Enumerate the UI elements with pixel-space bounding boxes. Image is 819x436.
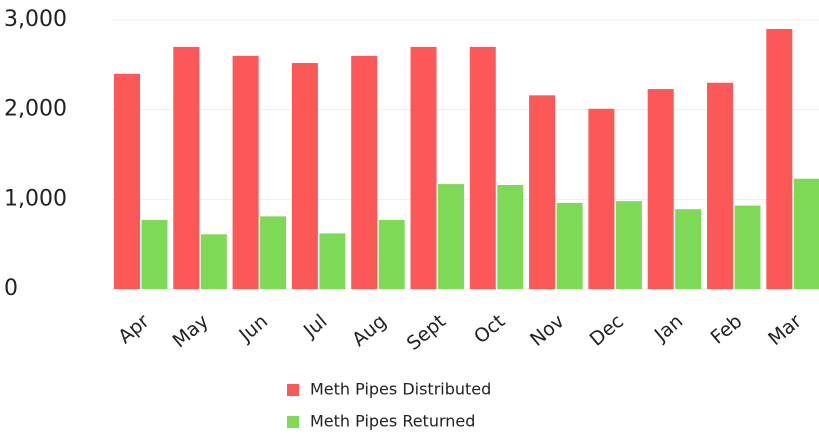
bar — [497, 184, 524, 289]
legend-label: Meth Pipes Distributed — [310, 380, 491, 399]
bar — [675, 209, 702, 289]
bar — [378, 219, 405, 289]
bar — [588, 108, 615, 290]
bar — [410, 46, 437, 290]
legend-swatch — [287, 384, 299, 396]
bar — [556, 202, 583, 289]
y-tick-label: 2,000 — [4, 97, 67, 122]
x-tick-label: Sept — [403, 310, 450, 355]
bar — [707, 82, 733, 290]
bar — [173, 46, 200, 290]
y-tick-label: 3,000 — [4, 7, 67, 32]
bar — [793, 178, 819, 289]
legend-label: Meth Pipes Returned — [310, 412, 475, 431]
bar — [291, 63, 318, 289]
bar — [469, 46, 496, 290]
y-tick-label: 0 — [4, 276, 18, 301]
bar — [232, 55, 259, 289]
x-tick-label: Nov — [526, 310, 569, 351]
y-tick-label: 1,000 — [4, 186, 67, 211]
bar — [351, 55, 378, 289]
x-tick-label: Aug — [348, 310, 391, 351]
x-tick-label: Oct — [470, 310, 509, 348]
bar — [615, 201, 642, 289]
x-tick-label: Apr — [114, 310, 153, 348]
x-tick-label: Mar — [764, 310, 806, 350]
bar — [114, 73, 140, 289]
legend-swatch — [287, 416, 299, 428]
bar — [260, 216, 287, 289]
bar — [647, 89, 674, 289]
x-tick-label: Feb — [707, 310, 747, 348]
x-tick-label: Dec — [586, 310, 628, 350]
bar — [141, 219, 168, 289]
bar — [200, 234, 227, 289]
x-tick-label: Jan — [650, 310, 687, 346]
bar — [319, 233, 346, 289]
x-tick-label: May — [169, 310, 213, 352]
bar — [734, 205, 761, 289]
bar — [438, 184, 464, 289]
x-tick-label: Jun — [234, 310, 272, 347]
bar — [529, 95, 556, 289]
bar — [766, 28, 793, 289]
x-tick-label: Jul — [299, 310, 331, 342]
